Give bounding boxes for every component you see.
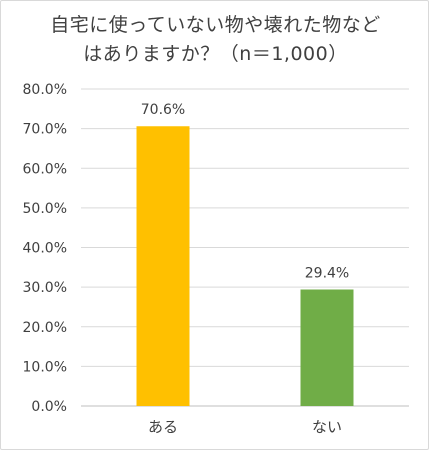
y-tick-label: 30.0% xyxy=(23,280,67,296)
data-label: 70.6% xyxy=(141,102,185,118)
y-tick-label: 80.0% xyxy=(23,82,67,98)
y-tick-label: 70.0% xyxy=(23,122,67,138)
y-tick-label: 50.0% xyxy=(23,201,67,217)
x-tick-label: ない xyxy=(312,418,342,436)
chart-title: 自宅に使っていない物や壊れた物など はありますか？（n＝1,000） xyxy=(50,14,381,65)
y-tick-label: 0.0% xyxy=(31,399,67,415)
data-label: 29.4% xyxy=(305,266,349,282)
y-tick-label: 10.0% xyxy=(23,359,67,375)
bar xyxy=(300,289,354,406)
y-tick-label: 60.0% xyxy=(23,161,67,177)
y-tick-label: 40.0% xyxy=(23,241,67,257)
bar xyxy=(136,126,190,406)
x-tick-label: ある xyxy=(148,418,178,436)
y-tick-label: 20.0% xyxy=(23,320,67,336)
